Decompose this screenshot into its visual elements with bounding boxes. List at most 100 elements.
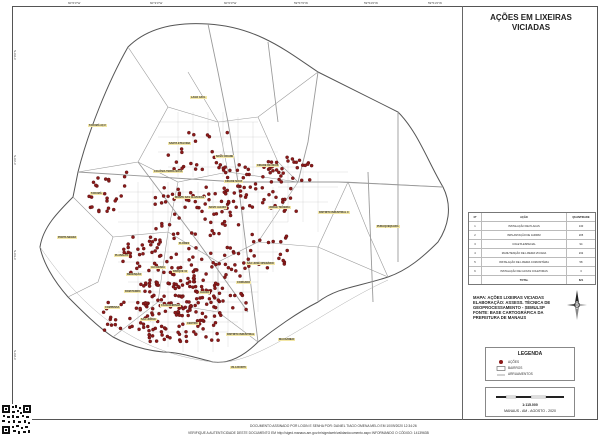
table-cell: 5 xyxy=(469,258,482,266)
action-point xyxy=(170,265,174,270)
table-cell: IMPLANTAÇÃO DE JARDIM xyxy=(482,231,567,239)
action-point xyxy=(148,278,152,282)
action-point xyxy=(258,238,262,242)
table-header-cell: AÇÃO xyxy=(482,213,567,221)
neighborhood-label: SANTA ETELVINA xyxy=(168,142,192,145)
action-point xyxy=(212,231,216,236)
action-point xyxy=(149,243,153,247)
city-boundary xyxy=(39,23,449,363)
action-point xyxy=(231,306,235,310)
action-point xyxy=(167,222,172,227)
action-point xyxy=(213,320,218,325)
action-point xyxy=(156,298,160,302)
scale-box: 1:115.000 MANAUS - AM - AGOSTO - 2020 xyxy=(485,387,575,417)
action-point xyxy=(244,193,249,197)
action-point xyxy=(173,310,177,315)
action-point xyxy=(309,163,314,168)
action-point xyxy=(141,252,145,256)
action-point xyxy=(203,315,208,319)
action-point xyxy=(174,282,178,287)
action-point xyxy=(229,267,234,272)
action-point xyxy=(139,282,143,287)
action-point xyxy=(236,223,241,227)
action-point xyxy=(188,284,192,289)
action-point xyxy=(200,311,205,316)
action-point xyxy=(140,243,145,247)
action-point xyxy=(108,317,113,322)
action-point xyxy=(228,246,233,250)
neighborhood-label: TARUMÃ AÇU xyxy=(88,124,107,127)
neighborhood-label: DISTRITO INDUSTRIAL II xyxy=(318,211,350,214)
table-cell: 2 xyxy=(469,231,482,239)
action-point xyxy=(143,289,147,294)
action-point xyxy=(154,339,159,343)
action-point xyxy=(102,191,107,196)
grid-label-left: 3°9'0"S xyxy=(13,350,17,360)
action-point xyxy=(285,155,289,160)
table-cell: COLETA ESPECIAL xyxy=(482,240,567,248)
action-point xyxy=(232,191,237,195)
action-point xyxy=(150,306,155,311)
action-point xyxy=(219,199,224,204)
action-point xyxy=(145,314,150,318)
table-cell: 232 xyxy=(578,251,584,255)
action-point xyxy=(248,248,253,253)
neighborhood-label: PURAQUEQUARA xyxy=(376,225,400,228)
neighborhood-label: VILA BURITI xyxy=(230,366,247,369)
action-point xyxy=(159,298,164,302)
action-point xyxy=(151,327,155,332)
action-point xyxy=(176,187,180,192)
action-point xyxy=(181,322,185,326)
action-point xyxy=(281,258,285,263)
action-point xyxy=(87,194,91,199)
action-point xyxy=(217,311,222,315)
action-point xyxy=(204,185,208,189)
action-point xyxy=(193,139,198,143)
action-point xyxy=(191,279,196,284)
table-cell: 3 xyxy=(469,240,482,248)
action-point xyxy=(213,191,217,196)
action-point xyxy=(152,293,156,298)
action-point xyxy=(277,256,281,261)
action-point xyxy=(122,247,126,252)
table-cell: 58 xyxy=(579,260,583,264)
table-cell: MANUTENÇÃO DE LIXEIRA VICIADA xyxy=(482,249,567,257)
action-point xyxy=(105,322,110,327)
action-point xyxy=(193,232,198,236)
action-point xyxy=(138,306,142,311)
action-point xyxy=(242,261,246,265)
action-point xyxy=(262,197,266,202)
city-map[interactable] xyxy=(18,12,459,416)
action-point xyxy=(153,249,157,253)
table-cell: 4 xyxy=(469,249,482,257)
action-point xyxy=(266,159,271,164)
action-point xyxy=(221,299,225,303)
action-point xyxy=(178,278,183,283)
action-point xyxy=(217,165,221,170)
action-point xyxy=(141,246,146,251)
grid-label-top: 60°6'0"W xyxy=(68,1,81,5)
map-title: AÇÕES EM LIXEIRAS VICIADAS xyxy=(463,13,599,32)
neighborhood-label: NOVA CIDADE xyxy=(215,155,235,158)
action-point xyxy=(246,257,251,261)
neighborhood-label: TARUMÃ xyxy=(90,192,103,195)
action-point xyxy=(128,316,132,321)
neighborhood-label: PARQUE 10 xyxy=(172,270,188,273)
caption-line: FONTE: BASE CARTOGRÁFICA DA xyxy=(473,310,544,315)
action-point xyxy=(102,328,107,332)
action-point xyxy=(203,217,207,221)
action-point xyxy=(234,205,238,209)
action-point xyxy=(223,192,228,196)
action-point xyxy=(177,216,181,220)
scale-bar xyxy=(496,395,564,399)
action-point xyxy=(106,177,111,182)
action-point xyxy=(162,186,166,190)
legend-item-arruamentos: ARRUAMENTOS xyxy=(508,372,533,376)
action-point xyxy=(174,252,179,256)
neighborhood-label: ALEIXO xyxy=(199,291,211,294)
action-point xyxy=(196,300,200,305)
action-point xyxy=(238,274,242,278)
grid-label-top: 60°3'0"W xyxy=(150,1,163,5)
action-point xyxy=(241,206,245,210)
action-point xyxy=(213,305,218,310)
